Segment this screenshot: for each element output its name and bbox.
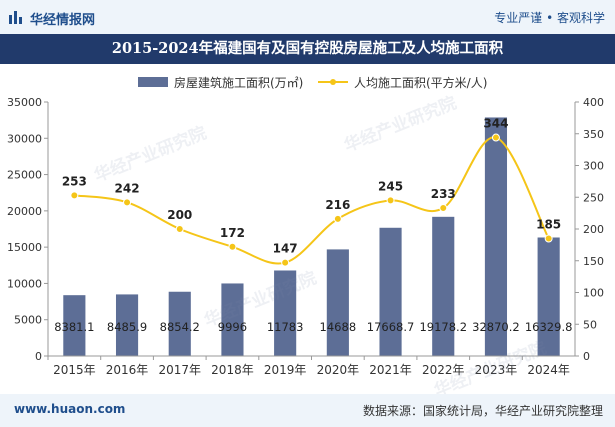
y-left-tick-label: 25000 [7, 169, 42, 182]
bar [432, 216, 455, 356]
legend-bar-swatch [138, 77, 168, 87]
bar-value-label: 9996 [218, 320, 247, 334]
bar [326, 249, 349, 356]
x-tick-label: 2016年 [106, 363, 149, 377]
bar-value-label: 16329.8 [525, 320, 573, 334]
bar [379, 227, 402, 356]
bar [115, 294, 139, 356]
line-value-label: 253 [62, 174, 87, 188]
title-bar [0, 34, 615, 64]
line-point [491, 133, 500, 142]
x-tick-label: 2018年 [211, 363, 254, 377]
bar-value-label: 8381.1 [54, 320, 94, 334]
y-right-tick-label: 0 [583, 350, 590, 363]
line-value-label: 200 [167, 208, 192, 222]
line-value-label: 147 [273, 242, 298, 256]
line-value-label: 216 [325, 198, 350, 212]
bar [63, 295, 86, 356]
x-tick-label: 2015年 [53, 363, 96, 377]
slogan: 专业严谨 • 客观科学 [494, 11, 605, 25]
line-point [439, 204, 448, 213]
y-right-tick-label: 300 [583, 160, 604, 173]
y-left-tick-label: 10000 [7, 277, 42, 290]
brand-name: 华经情报网 [30, 13, 96, 28]
bar-value-label: 8854.2 [160, 320, 200, 334]
legend-line-label: 人均施工面积(平方米/人) [354, 75, 487, 90]
footer-bar [0, 394, 615, 427]
bar-value-label: 14688 [320, 320, 357, 334]
y-left-tick-label: 5000 [14, 314, 42, 327]
bar-logo-icon [9, 11, 22, 24]
header-bar [0, 0, 615, 34]
y-right-tick-label: 200 [583, 223, 604, 236]
y-left-tick-label: 0 [35, 350, 42, 363]
legend-line-marker [330, 79, 336, 85]
y-right-tick-label: 350 [583, 128, 604, 141]
x-tick-label: 2021年 [369, 363, 412, 377]
y-left-tick-label: 30000 [7, 132, 42, 145]
line-value-label: 185 [536, 218, 561, 232]
bar-value-label: 11783 [267, 320, 304, 334]
x-tick-label: 2022年 [422, 363, 465, 377]
y-right-tick-label: 100 [583, 287, 604, 300]
x-tick-label: 2017年 [158, 363, 201, 377]
y-right-tick-label: 400 [583, 96, 604, 109]
bar-value-label: 8485.9 [107, 320, 147, 334]
line-point [333, 214, 342, 223]
x-tick-label: 2023年 [475, 363, 518, 377]
bar [274, 270, 297, 356]
line-point [281, 258, 290, 267]
y-right-tick-label: 150 [583, 255, 604, 268]
bar-value-label: 17668.7 [367, 320, 415, 334]
line-value-label: 245 [378, 179, 403, 193]
line-point [123, 198, 132, 207]
bar [168, 291, 191, 356]
line-point [544, 234, 553, 243]
line-point [228, 242, 237, 251]
y-right-tick-label: 250 [583, 191, 604, 204]
x-tick-label: 2019年 [264, 363, 307, 377]
bar [484, 117, 508, 356]
line-value-label: 233 [431, 187, 456, 201]
y-right-tick-label: 50 [583, 318, 597, 331]
line-value-label: 344 [483, 117, 508, 131]
line-point [386, 196, 395, 205]
bar-value-label: 32870.2 [472, 320, 520, 334]
bar-value-label: 19178.2 [419, 320, 467, 334]
chart-title: 2015-2024年福建国有及国有控股房屋施工及人均施工面积 [111, 40, 504, 57]
line-value-label: 242 [115, 181, 140, 195]
y-left-tick-label: 15000 [7, 241, 42, 254]
data-source: 数据来源：国家统计局，华经产业研究院整理 [362, 404, 603, 418]
series-line [74, 136, 550, 265]
line-value-label: 172 [220, 226, 245, 240]
bar [537, 237, 560, 356]
y-left-tick-label: 20000 [7, 205, 42, 218]
line-point [70, 191, 79, 200]
x-tick-label: 2020年 [317, 363, 360, 377]
line-point [175, 225, 184, 233]
chart: 房屋建筑施工面积(万㎡) 人均施工面积(平方米/人) 0 5000 10000 15000… [7, 75, 604, 377]
legend-bar-label: 房屋建筑施工面积(万㎡) [174, 75, 303, 90]
website-link[interactable]: www.huaon.com [14, 402, 126, 416]
y-left-tick-label: 35000 [7, 96, 42, 109]
x-tick-label: 2024年 [527, 363, 570, 377]
bar [221, 283, 244, 356]
